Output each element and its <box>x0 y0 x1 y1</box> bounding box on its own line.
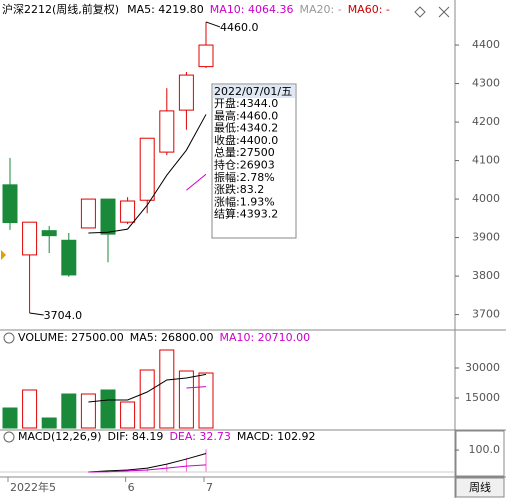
annotation-arrow <box>205 21 221 28</box>
indicator-label: DEA: 32.73 <box>169 430 230 443</box>
indicator-label: DIF: 84.19 <box>108 430 164 443</box>
annotation: 4460.0 <box>220 21 259 34</box>
indicator-line <box>88 114 207 234</box>
candle-body <box>139 137 155 201</box>
chart-title: 沪深2212(周线,前复权) <box>2 2 119 16</box>
settings-icon[interactable] <box>414 6 426 18</box>
collapse-icon[interactable] <box>3 332 15 344</box>
volume-bar <box>80 393 96 429</box>
candle-body <box>120 200 136 223</box>
tooltip-box <box>211 83 297 239</box>
volume-bar <box>139 369 155 429</box>
candle-body <box>41 230 57 237</box>
volume-bar <box>100 389 116 429</box>
close-icon[interactable] <box>438 6 450 18</box>
indicator-label: MA60: - <box>348 3 390 16</box>
candle-body <box>100 198 116 235</box>
y-tick-label: 15000 <box>465 391 500 404</box>
x-tick-label: 2022年5 <box>10 480 56 494</box>
candle-body <box>198 44 214 68</box>
candle-body <box>61 239 77 276</box>
cursor-marker <box>1 250 6 260</box>
indicator-label: MA5: 26800.00 <box>130 331 214 344</box>
tooltip-date: 2022/07/01/五 <box>214 85 292 98</box>
indicator-line <box>88 453 207 473</box>
tooltip-row: 振幅:2.78% <box>214 170 275 184</box>
volume-bar <box>120 401 136 429</box>
candle-body <box>22 221 38 256</box>
indicator-line <box>88 373 207 403</box>
collapse-icon[interactable] <box>3 431 15 443</box>
tooltip-header <box>213 85 295 98</box>
tooltip-row: 涨跌:83.2 <box>214 182 264 196</box>
candle-body <box>2 184 18 224</box>
x-tick-label: 7 <box>206 481 213 494</box>
volume-bar <box>2 407 18 429</box>
y-tick-label: 4000 <box>472 192 500 205</box>
period-label[interactable]: 周线 <box>469 480 491 494</box>
indicator-label: MA10: 4064.36 <box>210 3 294 16</box>
indicator-label: MA20: - <box>300 3 342 16</box>
indicator-label: MACD(12,26,9) <box>18 430 102 443</box>
indicator-label: MA10: 20710.00 <box>219 331 310 344</box>
tooltip-row: 涨幅:1.93% <box>214 195 275 208</box>
macd-axis-box <box>455 430 505 477</box>
volume-bar <box>159 349 175 429</box>
volume-bar <box>178 370 194 429</box>
candle-body <box>159 110 175 153</box>
annotation-arrow <box>29 312 44 316</box>
y-tick-label: 100.0 <box>469 443 501 456</box>
tooltip-row: 收盘:4400.0 <box>214 133 278 147</box>
y-tick-label: 4400 <box>472 38 500 51</box>
indicator-label: MA5: 4219.80 <box>127 3 204 16</box>
period-box[interactable] <box>455 477 505 498</box>
volume-bar <box>22 389 38 429</box>
indicator-line <box>88 464 207 473</box>
tooltip-row: 总量:27500 <box>214 145 275 159</box>
volume-bar <box>198 372 214 429</box>
y-tick-label: 3900 <box>472 231 500 244</box>
tooltip-row: 开盘:4344.0 <box>214 96 278 110</box>
y-tick-label: 3800 <box>472 269 500 282</box>
y-tick-label: 4100 <box>472 154 500 167</box>
candle-body <box>178 74 194 111</box>
y-tick-label: 3700 <box>472 308 500 321</box>
candle-body <box>80 198 96 229</box>
tooltip-row: 持仓:26903 <box>214 158 275 172</box>
volume-bar <box>41 417 57 429</box>
indicator-line <box>186 173 207 191</box>
volume-bar <box>61 393 77 429</box>
indicator-label: MACD: 102.92 <box>237 430 316 443</box>
tooltip-row: 结算:4393.2 <box>214 207 278 221</box>
indicator-label: VOLUME: 27500.00 <box>18 331 124 344</box>
tooltip-row: 最低:4340.2 <box>214 122 278 135</box>
x-tick-label: 6 <box>128 481 135 494</box>
y-tick-label: 4300 <box>472 77 500 90</box>
y-tick-label: 30000 <box>465 361 500 374</box>
indicator-line <box>186 386 207 389</box>
tooltip-row: 最高:4460.0 <box>214 108 278 122</box>
y-tick-label: 4200 <box>472 115 500 128</box>
annotation: 3704.0 <box>44 309 83 322</box>
